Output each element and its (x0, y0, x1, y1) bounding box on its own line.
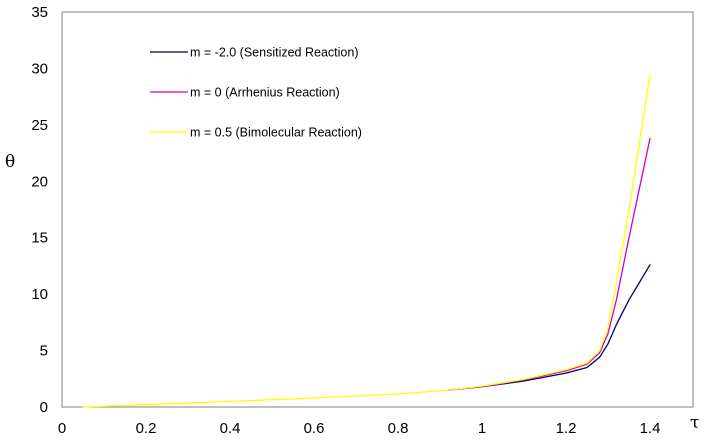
y-axis-title: θ (5, 152, 15, 172)
x-tick-label: 0.4 (220, 420, 241, 437)
y-tick-label: 30 (31, 60, 48, 77)
x-tick-label: 1.4 (640, 420, 661, 437)
legend-label: m = -2.0 (Sensitized Reaction) (190, 46, 358, 60)
series-line (82, 73, 651, 408)
y-tick-label: 20 (31, 173, 48, 190)
plot-area (61, 11, 694, 408)
x-tick-label: 0 (58, 420, 66, 437)
y-tick-label: 25 (31, 117, 48, 134)
x-tick-label: 1.2 (556, 420, 577, 437)
x-tick-label: 1 (478, 420, 486, 437)
y-tick-label: 5 (40, 343, 48, 360)
tick-layer: 0 0.2 0.4 0.6 0.8 1 1.2 1.4 0 5 10 15 20 25 30 35 (31, 4, 660, 437)
x-tick-label: 0.8 (388, 420, 409, 437)
legend: m = -2.0 (Sensitized Reaction) m = 0 (Arr… (150, 46, 362, 140)
series-layer (82, 73, 651, 408)
legend-label: m = 0 (Arrhenius Reaction) (190, 86, 340, 100)
x-tick-label: 0.2 (136, 420, 157, 437)
y-tick-label: 10 (31, 286, 48, 303)
y-tick-label: 35 (31, 4, 48, 21)
x-tick-label: 0.6 (304, 420, 325, 437)
y-tick-label: 15 (31, 230, 48, 247)
legend-label: m = 0.5 (Bimolecular Reaction) (190, 126, 362, 140)
x-axis-title: τ (690, 413, 699, 433)
y-tick-label: 0 (40, 399, 48, 416)
